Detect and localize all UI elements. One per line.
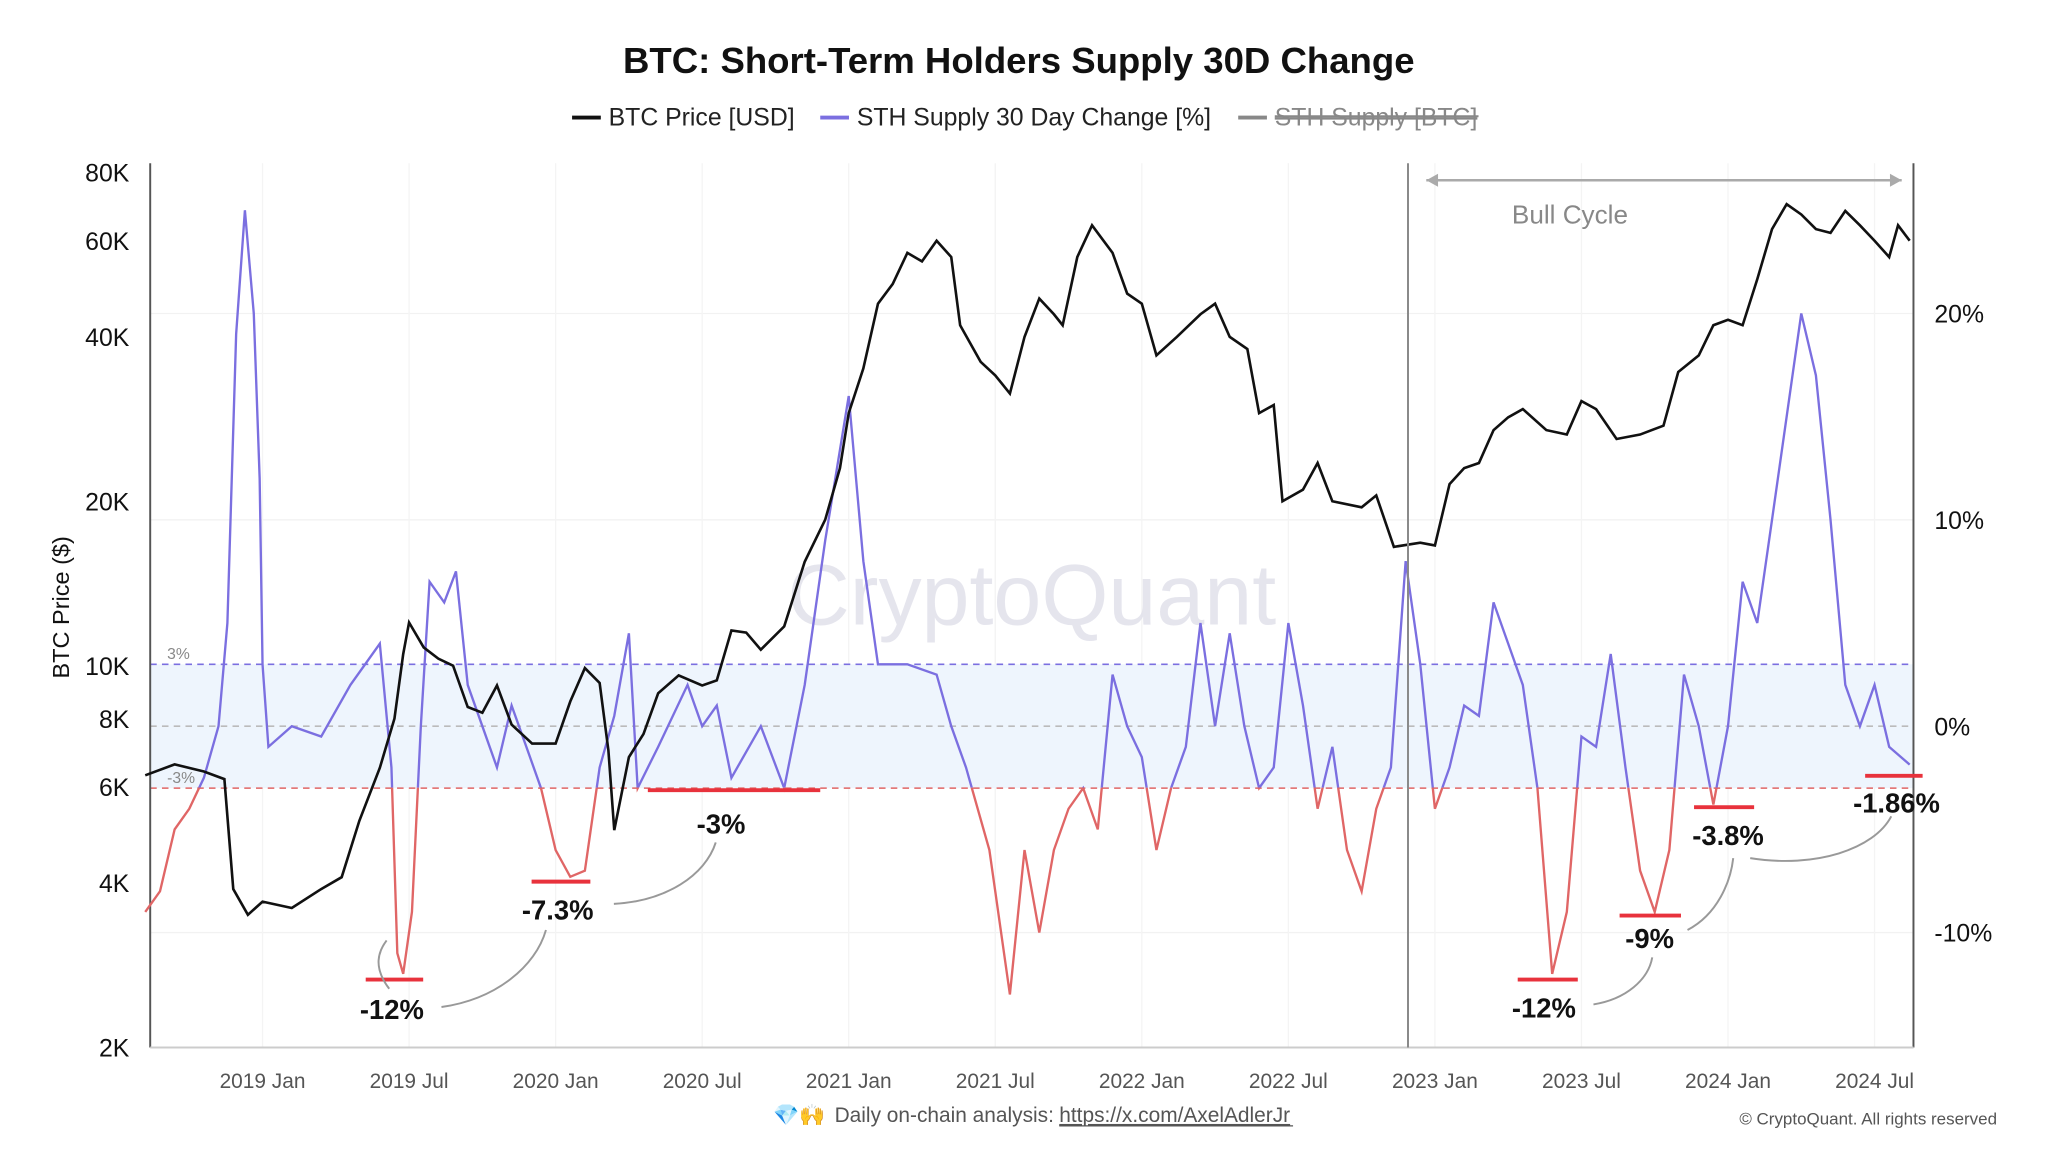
legend-label: BTC Price [USD] [609,104,795,131]
footer-analysis-link[interactable]: https://x.com/AxelAdlerJr [1059,1104,1290,1127]
y-left-tick-label: 4K [99,871,130,898]
btc-price-line [144,202,1911,917]
axes: 80K 60K 40K 20K 10K 8K 6K 4K 2K 20% 10% 0% -10% 2019 … [85,161,1992,1093]
x-tick-label: 2024 Jul [1835,1070,1914,1093]
x-tick-label: 2020 Jul [663,1070,742,1093]
y-right-tick-label: 0% [1934,714,1970,741]
grid [150,163,1914,1048]
legend-item-price[interactable]: BTC Price [USD] [572,104,795,131]
diamond-icon: 💎 [773,1104,799,1127]
annotation-arrow [1593,957,1654,1006]
x-tick-label: 2019 Jan [220,1070,306,1093]
series [144,202,1911,995]
annotations: -12% -7.3% -3% -12% -9% -3.8% -1.86% [360,773,1940,1025]
y-right-tick-label: 10% [1934,508,1984,535]
annotation-label: -7.3% [522,895,594,926]
x-tick-label: 2021 Jul [956,1070,1035,1093]
bull-cycle-label: Bull Cycle [1512,199,1628,229]
legend-item-sth-supply[interactable]: STH Supply [BTC] [1238,104,1479,131]
y-left-tick-label: 60K [85,229,130,256]
annotation-label: -1.86% [1853,787,1940,818]
x-tick-label: 2019 Jul [370,1070,449,1093]
sth-change-line-above [197,210,1911,788]
band-lower-label: -3% [167,770,195,787]
legend-item-sth-change[interactable]: STH Supply 30 Day Change [%] [820,104,1211,131]
bull-cycle: Bull Cycle [1407,163,1902,1048]
y-right-tick-label: -10% [1934,921,1992,948]
raised-hands-icon: 🙌 [799,1103,825,1127]
annotation-arrow [613,842,717,905]
x-tick-label: 2023 Jul [1542,1070,1621,1093]
y-left-tick-label: 2K [99,1036,130,1063]
band-upper-label: 3% [167,646,190,663]
annotation-label: -12% [360,994,424,1025]
annotation-label: -12% [1512,992,1576,1023]
annotation-label: -9% [1625,923,1674,954]
x-tick-label: 2022 Jul [1249,1070,1328,1093]
y-left-tick-label: 40K [85,325,130,352]
y-left-tick-label: 10K [85,654,130,681]
annotation-arrow [1750,815,1893,862]
y-left-tick-label: 8K [99,707,130,734]
annotation-arrow [1687,858,1735,931]
watermark: CryptoQuant [788,547,1277,643]
y-left-tick-label: 6K [99,775,130,802]
annotation-arrow [377,939,391,990]
sth-change-line-below [144,787,1718,995]
legend: BTC Price [USD] STH Supply 30 Day Change… [572,104,1479,131]
y-right-tick-label: 20% [1934,302,1984,329]
y-left-tick-label: 20K [85,489,130,516]
y-axis-left-label: BTC Price ($) [48,536,74,678]
legend-label: STH Supply 30 Day Change [%] [857,104,1211,131]
footer-copyright: © CryptoQuant. All rights reserved [1739,1110,1997,1129]
x-tick-label: 2020 Jan [513,1070,599,1093]
x-tick-label: 2022 Jan [1099,1070,1185,1093]
y-left-tick-label: 80K [85,161,130,188]
annotation-label: -3% [697,808,746,839]
chart-title: BTC: Short-Term Holders Supply 30D Chang… [623,40,1415,81]
footer: 💎 🙌 Daily on-chain analysis: https://x.c… [773,1103,1997,1129]
annotation-arrow [441,929,547,1008]
x-tick-label: 2023 Jan [1392,1070,1478,1093]
footer-analysis-label: Daily on-chain analysis: [835,1104,1054,1127]
x-tick-label: 2021 Jan [806,1070,892,1093]
x-tick-label: 2024 Jan [1685,1070,1771,1093]
annotation-label: -3.8% [1692,820,1764,851]
legend-label: STH Supply [BTC] [1275,104,1478,131]
